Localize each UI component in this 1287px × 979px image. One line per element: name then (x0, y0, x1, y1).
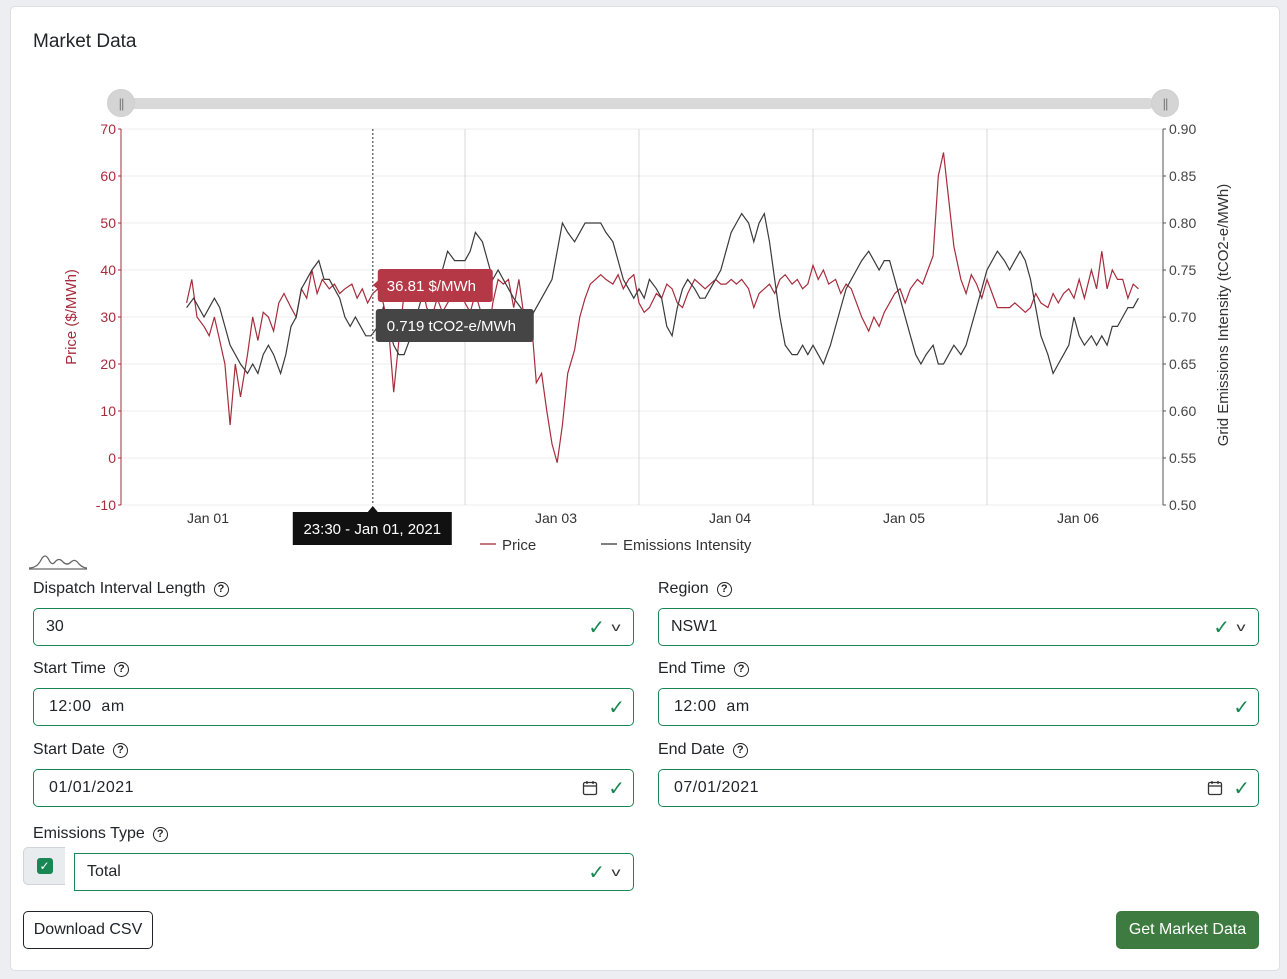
y-tick-right: 0.70 (1169, 309, 1196, 325)
get-market-data-button[interactable]: Get Market Data (1116, 911, 1259, 949)
y-tick-right: 0.60 (1169, 403, 1196, 419)
y-axis-right-title: Grid Emissions Intensity (tCO2-e/MWh) (1215, 184, 1232, 447)
x-tick: Jan 06 (1057, 510, 1099, 526)
start-time-input[interactable]: 12:00 am ✓ (33, 688, 634, 726)
range-slider-track[interactable] (108, 98, 1154, 109)
region-label: Region ? (658, 580, 732, 598)
y-tick-right: 0.85 (1169, 168, 1196, 184)
x-tick: Jan 04 (709, 510, 751, 526)
y-tick-right: 0.65 (1169, 356, 1196, 372)
tooltip-emissions-text: 0.719 tCO2-e/MWh (387, 318, 516, 335)
download-csv-button[interactable]: Download CSV (23, 911, 153, 949)
chart-series (186, 152, 1139, 463)
tooltip-price-box (377, 269, 493, 302)
chart-grid (121, 128, 1163, 506)
help-icon[interactable]: ? (732, 742, 748, 758)
help-icon[interactable]: ? (213, 581, 229, 597)
valid-check-icon: ✓ (1233, 777, 1250, 800)
end-time-input[interactable]: 12:00 am ✓ (658, 688, 1259, 726)
tooltip-time-box (292, 512, 452, 545)
end-date-label: End Date ? (658, 741, 748, 759)
start-date-value: 01/01/2021 (49, 779, 135, 796)
x-tick: Jan 03 (535, 510, 577, 526)
start-date-input[interactable]: 01/01/2021 ✓ (33, 769, 634, 807)
range-slider-right-handle[interactable]: || (1151, 89, 1179, 117)
y-tick-right: 0.90 (1169, 121, 1196, 137)
legend-item: Emissions Intensity (623, 537, 752, 554)
y-tick-left: -10 (96, 497, 116, 513)
tooltip-time-text: 23:30 - Jan 01, 2021 (303, 521, 441, 538)
y-tick-left: 0 (108, 450, 116, 466)
region-select[interactable]: NSW1 ✓ v (658, 608, 1259, 646)
range-slider-left-handle[interactable]: || (107, 89, 135, 117)
y-tick-left: 20 (100, 356, 116, 372)
y-tick-left: 50 (100, 215, 116, 231)
y-tick-left: 60 (100, 168, 116, 184)
tooltip-price-text: 36.81 $/MWh (387, 278, 476, 295)
tooltip-price-arrow (372, 280, 379, 290)
emissions-type-value: Total (87, 863, 121, 880)
y-tick-left: 30 (100, 309, 116, 325)
calendar-icon[interactable] (582, 780, 598, 796)
end-date-value: 07/01/2021 (674, 779, 760, 796)
valid-check-icon: ✓ (588, 861, 605, 884)
market-data-card: Market Data (10, 6, 1280, 971)
tooltip-time-arrow (367, 506, 378, 512)
chevron-down-icon: v (1236, 620, 1246, 634)
legend-item: Price (502, 537, 536, 554)
dispatch-interval-label: Dispatch Interval Length ? (33, 580, 229, 598)
end-time-label: End Time ? (658, 660, 749, 678)
valid-check-icon: ✓ (608, 777, 625, 800)
calendar-icon[interactable] (1207, 780, 1223, 796)
y-tick-right: 0.80 (1169, 215, 1196, 231)
y-tick-right: 0.55 (1169, 450, 1196, 466)
help-icon[interactable]: ? (733, 661, 749, 677)
y-tick-left: 70 (100, 121, 116, 137)
tooltip-emissions-box (375, 309, 534, 342)
region-value: NSW1 (671, 618, 718, 635)
card-title: Market Data (33, 31, 137, 52)
help-icon[interactable]: ? (113, 742, 129, 758)
valid-check-icon: ✓ (1233, 696, 1250, 719)
x-tick: Jan 01 (187, 510, 229, 526)
x-tick: Jan 05 (883, 510, 925, 526)
y-tick-right: 0.50 (1169, 497, 1196, 513)
start-time-label: Start Time ? (33, 660, 129, 678)
y-tick-left: 40 (100, 262, 116, 278)
emissions-type-label: Emissions Type ? (33, 825, 168, 843)
start-time-value: 12:00 am (49, 698, 125, 715)
y-tick-left: 10 (100, 403, 116, 419)
y-tick-right: 0.75 (1169, 262, 1196, 278)
emissions-type-select[interactable]: Total ✓ v (74, 853, 634, 891)
valid-check-icon: ✓ (608, 696, 625, 719)
help-icon[interactable]: ? (113, 661, 129, 677)
chevron-down-icon: v (611, 620, 621, 634)
help-icon[interactable]: ? (152, 826, 168, 842)
y-axis-left-title: Price ($/MWh) (63, 269, 80, 365)
dispatch-interval-value: 30 (46, 618, 64, 635)
emissions-type-checkbox-group: ✓ (23, 847, 65, 885)
valid-check-icon: ✓ (1213, 616, 1230, 639)
start-date-label: Start Date ? (33, 741, 129, 759)
range-selector-preview-icon[interactable] (27, 548, 91, 572)
help-icon[interactable]: ? (716, 581, 732, 597)
valid-check-icon: ✓ (588, 616, 605, 639)
chevron-down-icon: v (611, 865, 621, 879)
end-time-value: 12:00 am (674, 698, 750, 715)
series-line-emissions-intensity (186, 211, 1139, 376)
emissions-type-checkbox[interactable]: ✓ (36, 858, 53, 874)
chart-crosshair: 36.81 $/MWh 0.719 tCO2-e/MWh 23:30 - Jan 0… (292, 129, 534, 545)
chart-legend: Price Emissions Intensity (480, 537, 752, 554)
series-line-price (186, 152, 1139, 463)
dispatch-interval-select[interactable]: 30 ✓ v (33, 608, 634, 646)
end-date-input[interactable]: 07/01/2021 ✓ (658, 769, 1259, 807)
chart-axes: -10 0 10 20 30 40 50 60 70 0.50 0.55 0.60 0.65 0.70 0.… (63, 121, 1232, 526)
